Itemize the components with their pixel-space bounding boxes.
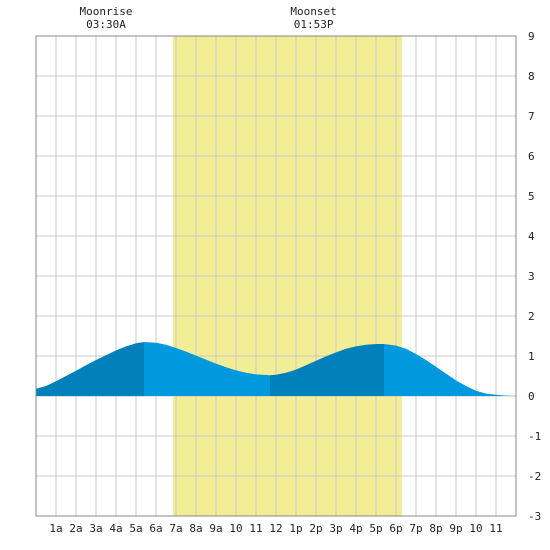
x-tick-label: 6a — [149, 522, 162, 535]
y-tick-label: 9 — [528, 30, 535, 43]
y-tick-label: 8 — [528, 70, 535, 83]
tide-area-segment — [270, 344, 384, 396]
tide-area-segment — [144, 342, 270, 396]
x-tick-label: 4p — [349, 522, 362, 535]
x-tick-label: 12 — [269, 522, 282, 535]
x-tick-label: 11 — [489, 522, 502, 535]
x-tick-label: 10 — [469, 522, 482, 535]
y-tick-label: 3 — [528, 270, 535, 283]
x-tick-label: 2a — [69, 522, 82, 535]
tide-area-segment — [36, 342, 144, 396]
y-tick-label: -3 — [528, 510, 541, 523]
y-tick-label: -2 — [528, 470, 541, 483]
y-tick-label: 5 — [528, 190, 535, 203]
x-tick-label: 1a — [49, 522, 62, 535]
x-tick-label: 7a — [169, 522, 182, 535]
y-tick-label: 2 — [528, 310, 535, 323]
x-tick-label: 3a — [89, 522, 102, 535]
x-tick-label: 2p — [309, 522, 322, 535]
tide-area-segment — [384, 344, 516, 396]
plot-frame — [35, 35, 517, 517]
y-tick-label: 7 — [528, 110, 535, 123]
y-tick-label: 0 — [528, 390, 535, 403]
moon-event-time: 03:30A — [86, 18, 126, 31]
x-tick-label: 8p — [429, 522, 442, 535]
y-tick-label: 1 — [528, 350, 535, 363]
x-tick-labels: 1a 2a 3a 4a 5a 6a 7a 8a 9a 10 11 12 1p 2p 3p 4p 5p 6p 7p 8p… — [49, 522, 502, 535]
x-tick-label: 3p — [329, 522, 342, 535]
tide-area — [36, 342, 516, 396]
x-tick-label: 7p — [409, 522, 422, 535]
x-tick-label: 4a — [109, 522, 122, 535]
y-tick-label: 6 — [528, 150, 535, 163]
moon-event-time: 01:53P — [294, 18, 334, 31]
y-tick-label: 4 — [528, 230, 535, 243]
x-tick-label: 11 — [249, 522, 262, 535]
x-tick-label: 8a — [189, 522, 202, 535]
y-tick-label: -1 — [528, 430, 541, 443]
x-tick-label: 9a — [209, 522, 222, 535]
moon-event-label: Moonset — [290, 5, 336, 18]
y-tick-labels: -3 -2 -1 0 1 2 3 4 5 6 7 8 9 — [528, 30, 541, 523]
x-tick-label: 9p — [449, 522, 462, 535]
x-tick-label: 10 — [229, 522, 242, 535]
x-tick-label: 1p — [289, 522, 302, 535]
x-tick-label: 5a — [129, 522, 142, 535]
grid-lines — [36, 35, 516, 517]
moon-event-label: Moonrise — [80, 5, 133, 18]
x-tick-label: 6p — [389, 522, 402, 535]
x-tick-label: 5p — [369, 522, 382, 535]
